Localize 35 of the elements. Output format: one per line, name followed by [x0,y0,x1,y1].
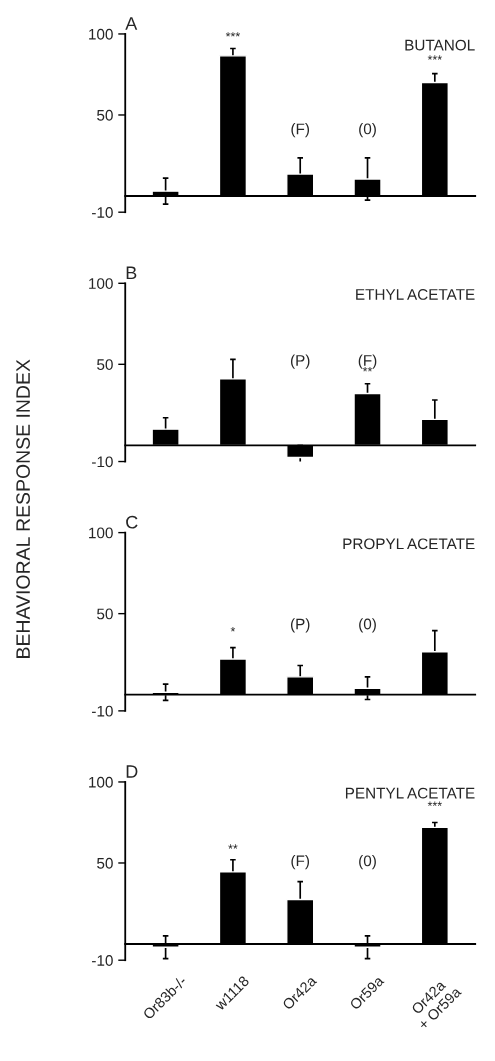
y-tick-label: -10 [92,705,113,717]
annotation: (F) [291,855,310,870]
y-tick-label: 50 [97,608,113,620]
chart-title: PROPYL ACETATE [343,538,475,550]
y-tick-label: 100 [89,28,113,40]
chart-subtitle: B [126,266,137,280]
y-tick-label: -10 [92,456,113,468]
annotation: *** [225,32,241,37]
annotation: (0) [359,123,376,138]
y-tick-label: 50 [97,109,113,121]
annotation: ** [228,844,238,849]
annotation: *** [427,801,442,806]
annotation: (F) [358,354,377,369]
y-tick-label: 100 [89,527,113,539]
chart-subtitle: C [126,515,138,529]
y-tick-label: -10 [92,207,113,218]
annotation: (P) [290,618,310,633]
chart-title: BUTANOL [405,39,475,51]
y-tick-label: -10 [92,955,113,966]
chart-title: ETHYL ACETATE [356,289,475,300]
chart-title: PENTYL ACETATE [345,787,475,799]
y-tick-label: 100 [89,776,113,788]
y-tick-label: 50 [97,359,113,370]
y-axis-title: BEHAVIORAL RESPONSE INDEX [16,359,30,658]
annotation: (P) [290,354,310,369]
y-tick-label: 50 [97,857,113,869]
annotation: ** [362,367,373,372]
chart-subtitle: D [126,765,138,778]
annotation: * [230,627,236,632]
chart-subtitle: A [125,17,138,30]
annotation: *** [427,55,442,60]
annotation: (0) [359,855,376,870]
annotation: (0) [359,618,376,633]
y-tick-label: 100 [89,278,113,289]
annotation: (F) [291,123,310,138]
